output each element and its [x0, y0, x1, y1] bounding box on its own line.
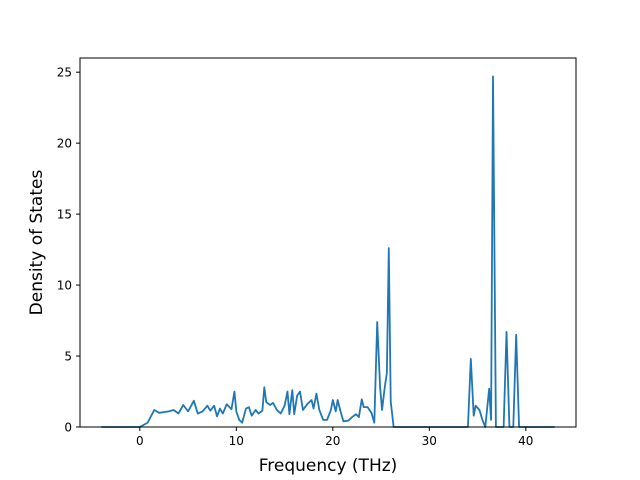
- series-line-0: [101, 75, 555, 428]
- x-tick-label-1: 10: [229, 434, 244, 448]
- y-tick-label-2: 10: [57, 279, 72, 293]
- x-tick-label-0: 0: [136, 434, 144, 448]
- axes-frame: [79, 57, 577, 428]
- y-axis-label: Density of States: [27, 170, 47, 316]
- x-axis-label: Frequency (THz): [259, 456, 398, 476]
- x-tick-label-3: 30: [422, 434, 437, 448]
- y-tick-label-3: 15: [57, 208, 72, 222]
- plot-area: [80, 58, 576, 427]
- y-tick-label-0: 0: [64, 421, 72, 435]
- y-tick-label-5: 25: [57, 66, 72, 80]
- x-tick-label-2: 20: [325, 434, 340, 448]
- y-tick-label-4: 20: [57, 137, 72, 151]
- x-tick-label-4: 40: [518, 434, 533, 448]
- y-tick-label-1: 5: [64, 350, 72, 364]
- ticks-layer: 0 10 20 30 40 0 5 10 15 20 25: [57, 66, 534, 448]
- data-layer: [101, 75, 555, 428]
